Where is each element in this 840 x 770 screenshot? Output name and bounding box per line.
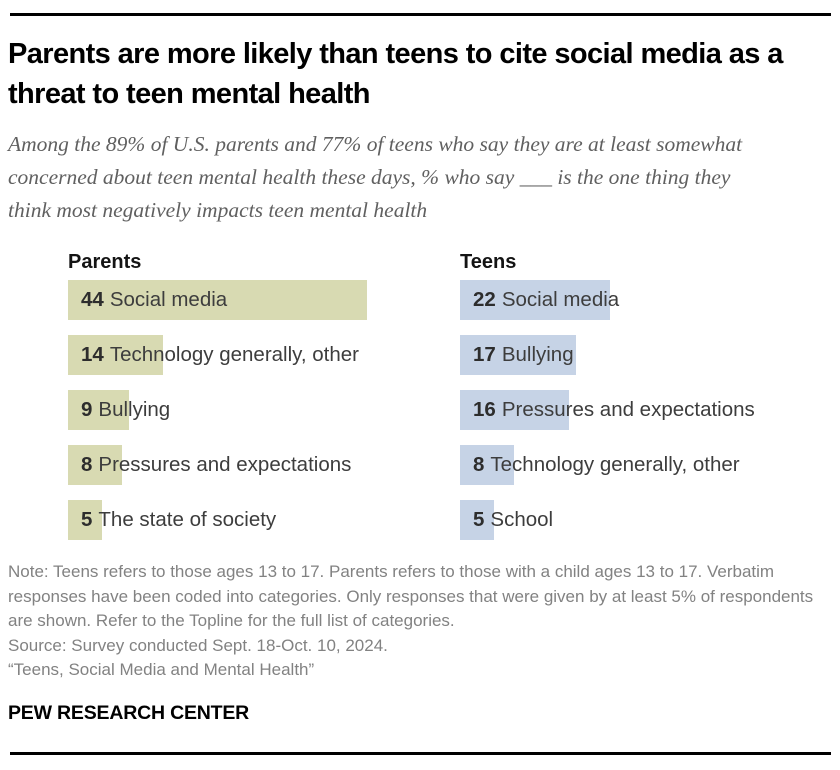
bar-value: 8 xyxy=(81,453,93,476)
bar-category: School xyxy=(490,508,554,531)
bar-label: 9 Bullying xyxy=(81,390,170,430)
bar-row: 5 The state of society xyxy=(68,500,460,540)
bar-category: Social media xyxy=(501,288,620,311)
bar-category: Pressures and expectations xyxy=(98,453,352,476)
bar-value: 22 xyxy=(473,288,496,311)
bar-label: 16 Pressures and expectations xyxy=(473,390,755,430)
bar-category: Bullying xyxy=(501,343,574,366)
bar-value: 8 xyxy=(473,453,485,476)
teens-column-header: Teens xyxy=(460,251,517,273)
bar xyxy=(460,335,576,375)
bar-chart: Parents 44 Social media 14 Technology gener… xyxy=(68,251,840,555)
bar-value: 9 xyxy=(81,398,93,421)
top-divider xyxy=(10,13,831,16)
bar-row: 8 Technology generally, other xyxy=(460,445,840,485)
bar xyxy=(460,500,494,540)
bar xyxy=(68,445,122,485)
bar-label: 14 Technology generally, other xyxy=(81,335,359,375)
bar-category: Technology generally, other xyxy=(109,343,360,366)
bar xyxy=(460,445,514,485)
bar-label: 44 Social media xyxy=(81,280,227,320)
bar-category: Bullying xyxy=(98,398,171,421)
bar-category: Social media xyxy=(109,288,228,311)
parents-bars: 44 Social media 14 Technology generally, ot… xyxy=(68,280,460,540)
parents-column-header: Parents xyxy=(68,251,142,273)
pew-research-center-wordmark: PEW RESEARCH CENTER xyxy=(8,702,250,724)
bar-category: The state of society xyxy=(98,508,277,531)
report-title-text: “Teens, Social Media and Mental Health” xyxy=(8,660,315,679)
bar-row: 14 Technology generally, other xyxy=(68,335,460,375)
bar-category: Pressures and expectations xyxy=(501,398,755,421)
bar xyxy=(68,280,367,320)
bar-row: 16 Pressures and expectations xyxy=(460,390,840,430)
bar-value: 5 xyxy=(473,508,485,531)
bar-label: 8 Technology generally, other xyxy=(473,445,740,485)
chart-subtitle: Among the 89% of U.S. parents and 77% of… xyxy=(8,132,743,222)
bar-value: 14 xyxy=(81,343,104,366)
bar-value: 5 xyxy=(81,508,93,531)
bar-label: 5 School xyxy=(473,500,553,540)
source-text: Source: Survey conducted Sept. 18-Oct. 1… xyxy=(8,635,388,655)
teens-bars: 22 Social media 17 Bullying 16 Pressures and … xyxy=(460,280,840,540)
bar-row: 5 School xyxy=(460,500,840,540)
teens-column: Teens 22 Social media 17 Bullying 16 Pressure… xyxy=(460,251,840,555)
parents-column: Parents 44 Social media 14 Technology gener… xyxy=(68,251,460,555)
bar-category: Technology generally, other xyxy=(490,453,740,476)
bar xyxy=(68,335,163,375)
bar xyxy=(68,390,129,430)
bar-row: 44 Social media xyxy=(68,280,460,320)
bar-label: 5 The state of society xyxy=(81,500,276,540)
bar-row: 22 Social media xyxy=(460,280,840,320)
footer-notes: Note: Teens refers to those ages 13 to 1… xyxy=(8,560,828,683)
bar xyxy=(68,500,102,540)
bar-label: 17 Bullying xyxy=(473,335,574,375)
bar-label: 8 Pressures and expectations xyxy=(81,445,351,485)
bar-row: 9 Bullying xyxy=(68,390,460,430)
bar xyxy=(460,280,610,320)
bar-value: 44 xyxy=(81,288,104,311)
bar-value: 16 xyxy=(473,398,496,421)
bar-label: 22 Social media xyxy=(473,280,619,320)
bar-value: 17 xyxy=(473,343,496,366)
bar-row: 17 Bullying xyxy=(460,335,840,375)
note-text: Note: Teens refers to those ages 13 to 1… xyxy=(8,562,814,630)
bottom-divider xyxy=(10,752,831,755)
bar xyxy=(460,390,569,430)
chart-title: Parents are more likely than teens to ci… xyxy=(8,38,783,110)
bar-row: 8 Pressures and expectations xyxy=(68,445,460,485)
